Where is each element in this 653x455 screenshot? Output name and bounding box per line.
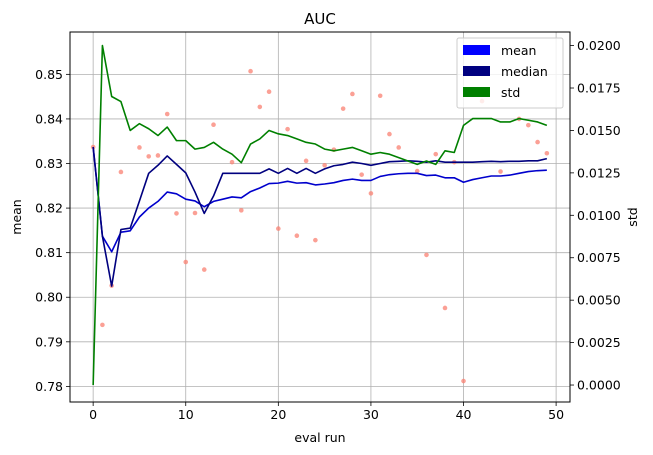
y2-tick-label: 0.0175: [577, 81, 621, 96]
data-point: [498, 169, 503, 174]
data-point: [285, 126, 290, 132]
x-axis-ticks: 0 10 20 30 40 50: [89, 402, 564, 422]
plot-frame: [69, 31, 571, 403]
x-tick-label: 20: [270, 407, 286, 422]
data-point: [359, 172, 364, 177]
y2-tick-label: 0.0050: [577, 293, 621, 308]
data-point: [118, 169, 124, 175]
y2-tick-label: 0.0200: [577, 38, 621, 53]
y-tick-label: 0.78: [35, 379, 63, 394]
data-point: [146, 154, 152, 159]
data-point: [526, 122, 531, 128]
grid-lines: [70, 32, 570, 402]
data-point: [155, 153, 161, 158]
data-point: [164, 111, 170, 117]
data-point: [294, 233, 300, 239]
x-tick-label: 50: [548, 407, 564, 422]
data-point: [238, 208, 244, 213]
data-point: [201, 267, 207, 272]
data-point: [137, 145, 142, 150]
data-point: [396, 145, 402, 150]
data-point: [544, 150, 550, 156]
data-point: [377, 93, 383, 99]
data-point: [174, 211, 179, 216]
data-point: [303, 158, 309, 164]
data-point: [535, 139, 540, 145]
y-axis-ticks: 0.78 0.79 0.80 0.81 0.82 0.83 0.84 0.85: [35, 67, 70, 394]
data-point: [276, 226, 281, 231]
data-point: [211, 122, 216, 128]
series-line-std: [92, 44, 548, 386]
x-axis-label: eval run: [294, 430, 345, 445]
y-axis-label: mean: [9, 199, 24, 234]
data-point: [461, 378, 466, 384]
y2-tick-label: 0.0025: [577, 335, 621, 350]
data-point: [340, 106, 346, 111]
y-tick-label: 0.81: [35, 245, 63, 260]
series-line-mean: [92, 146, 547, 253]
data-point: [414, 168, 420, 174]
x-tick-label: 0: [89, 407, 97, 422]
data-point: [183, 259, 189, 265]
legend-swatch-median: [463, 66, 490, 76]
series-lines: [92, 44, 548, 386]
y-tick-label: 0.79: [35, 334, 63, 349]
data-point: [266, 89, 272, 95]
legend-label-std: std: [501, 85, 520, 100]
data-point: [192, 210, 198, 216]
legend-swatch-mean: [463, 45, 490, 55]
y-tick-label: 0.82: [35, 201, 63, 216]
legend-label-median: median: [501, 64, 548, 79]
data-point: [229, 159, 235, 165]
data-point: [442, 305, 448, 311]
data-point: [322, 162, 327, 168]
y2-axis-ticks: 0.0000 0.0025 0.0050 0.0075 0.0100 0.0125 0.01…: [570, 38, 621, 393]
chart-title: AUC: [304, 10, 336, 28]
data-points: [90, 68, 550, 384]
legend: mean median std: [456, 37, 564, 109]
data-point: [433, 151, 439, 157]
data-point: [387, 131, 392, 137]
x-tick-label: 30: [363, 407, 379, 422]
data-point: [248, 68, 253, 74]
y-tick-label: 0.84: [35, 111, 63, 126]
y2-tick-label: 0.0075: [577, 250, 621, 265]
data-point: [424, 252, 429, 258]
y-tick-label: 0.85: [35, 67, 63, 82]
x-tick-label: 10: [178, 407, 194, 422]
data-point: [257, 104, 263, 110]
y-tick-label: 0.83: [35, 156, 63, 171]
series-line-median: [92, 146, 548, 287]
y2-axis-label: std: [625, 207, 640, 226]
data-point: [313, 237, 318, 243]
data-point: [350, 91, 355, 97]
data-point: [368, 191, 374, 196]
data-point: [100, 322, 105, 328]
y2-tick-label: 0.0125: [577, 165, 621, 180]
y2-tick-label: 0.0100: [577, 208, 621, 223]
y2-tick-label: 0.0150: [577, 123, 621, 138]
x-tick-label: 40: [456, 407, 472, 422]
y-tick-label: 0.80: [35, 290, 63, 305]
legend-swatch-std: [463, 87, 490, 97]
legend-label-mean: mean: [501, 43, 536, 58]
y2-tick-label: 0.0000: [577, 378, 621, 393]
